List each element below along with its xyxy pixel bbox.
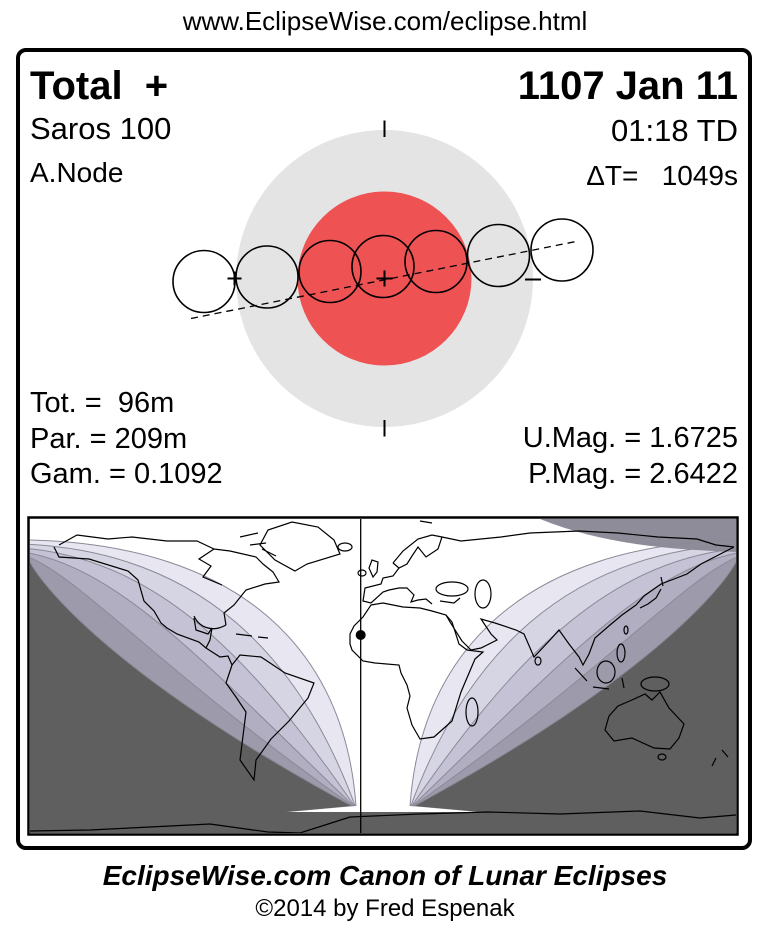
- map-band-edge: [30, 552, 354, 807]
- moon-position-3: [298, 239, 362, 304]
- visibility-map: [30, 519, 736, 833]
- map-band-edge: [412, 557, 736, 807]
- east-plus-mark: [227, 271, 242, 286]
- map-band-edge: [30, 557, 354, 807]
- moon-position-6: [466, 223, 531, 288]
- delta-t-value: ΔT= 1049s: [586, 160, 738, 191]
- eclipse-type-label: Total +: [30, 64, 169, 108]
- eclipse-diagram-svg: [27, 120, 739, 836]
- gamma-value: Gam. = 0.1092: [30, 458, 223, 490]
- greatest-eclipse-time: 01:18 TD: [611, 113, 738, 148]
- right-stats-block: U.Mag. = 1.6725 P.Mag. = 2.6422: [523, 421, 738, 492]
- copyright-credit: ©2014 by Fred Espenak: [255, 895, 515, 922]
- map-band-edge: [411, 548, 736, 807]
- map-band-edge: [30, 543, 356, 807]
- umbral-magnitude: U.Mag. = 1.6725: [522, 422, 738, 454]
- canon-title: EclipseWise.com Canon of Lunar Eclipses: [102, 860, 668, 891]
- map-band-edge: [409, 539, 736, 807]
- moon-position-4: [351, 234, 415, 299]
- world-coastlines: [53, 520, 735, 782]
- left-stats-block: Tot. = 96m Par. = 209m Gam. = 0.1092: [30, 386, 223, 493]
- saros-label: Saros 100: [30, 111, 172, 146]
- figure-frame: Total + 1107 Jan 11 Saros 100 01:18 TD A…: [16, 48, 752, 850]
- shadow-center-cross: [376, 270, 393, 287]
- map-band-edge: [413, 561, 736, 807]
- map-band-edge: [30, 539, 357, 807]
- map-band-west-0: [30, 562, 352, 833]
- moon-position-2: [235, 245, 299, 309]
- moon-position-5: [404, 229, 468, 294]
- antarctica-coastline: [30, 810, 736, 833]
- shadow-diagram: [172, 120, 594, 437]
- map-frame: [27, 516, 739, 836]
- node-label: A.Node: [30, 157, 124, 188]
- partiality-duration: Par. = 209m: [30, 422, 188, 455]
- penumbral-magnitude: P.Mag. = 2.6422: [528, 457, 738, 490]
- map-band-east-0: [414, 562, 736, 833]
- source-url-text: www.EclipseWise.com/eclipse.html: [182, 6, 588, 36]
- eclipse-date: 1107 Jan 11: [517, 64, 738, 108]
- zenith-point-dot: [355, 630, 366, 640]
- map-band-edge: [410, 543, 736, 807]
- moon-position-7: [530, 218, 594, 282]
- map-band-edge: [412, 552, 736, 807]
- map-band-edge: [30, 561, 353, 807]
- totality-duration: Tot. = 96m: [30, 387, 175, 419]
- map-band-edge: [30, 548, 355, 807]
- map-day-bottom-strip: [30, 812, 736, 833]
